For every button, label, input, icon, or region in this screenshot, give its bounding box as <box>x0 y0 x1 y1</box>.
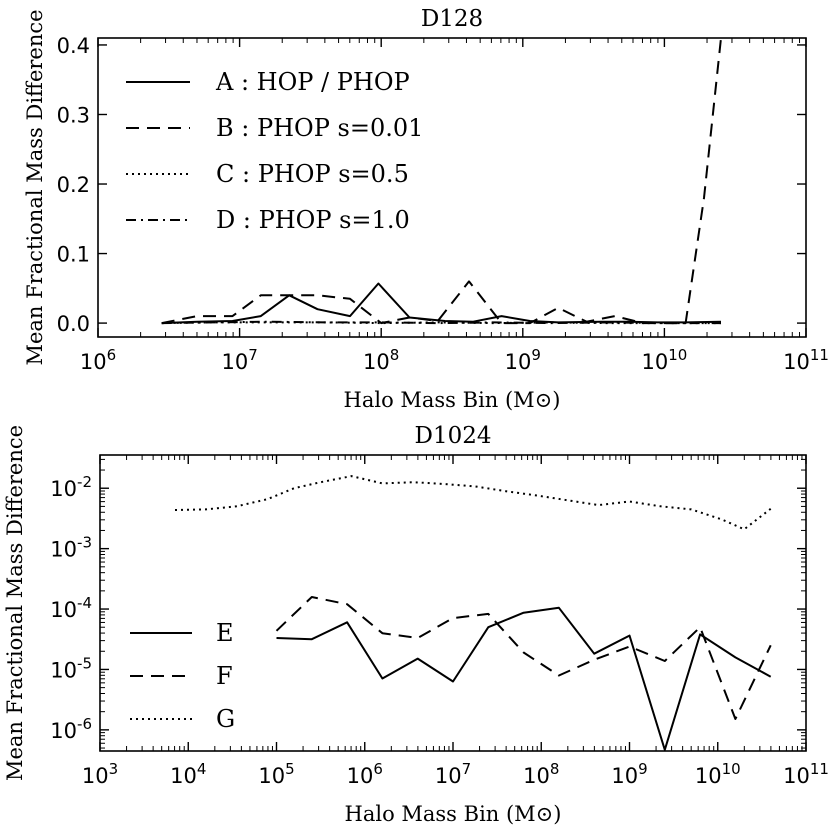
legend-label-c: C : PHOP s=0.5 <box>216 160 409 188</box>
x-tick-label: 1011 <box>783 760 829 788</box>
chart-d1024: D1024 Halo Mass Bin (M⊙) Mean Fractional M… <box>3 423 829 826</box>
tick-label-base: 10 <box>221 350 248 374</box>
x-tick-label: 105 <box>258 760 294 788</box>
tick-label-exponent: 6 <box>107 346 117 364</box>
tick-label-exponent: -2 <box>77 473 92 491</box>
series-group <box>174 475 772 751</box>
x-tick-label: 109 <box>505 346 541 374</box>
tick-label-base: 10 <box>363 350 390 374</box>
x-tick-label: 108 <box>363 346 399 374</box>
tick-label-base: 10 <box>50 658 77 682</box>
x-tick-label: 1010 <box>641 346 687 374</box>
tick-label-base: 10 <box>505 350 532 374</box>
legend-label-f: F <box>216 662 233 690</box>
legend-label-d: D : PHOP s=1.0 <box>216 206 410 234</box>
plot-frame <box>97 37 807 338</box>
tick-label-exponent: 4 <box>197 760 207 778</box>
y-tick-label: 0.3 <box>57 103 90 127</box>
tick-label-exponent: 11 <box>810 760 829 778</box>
tick-label-exponent: -3 <box>77 534 92 552</box>
y-axis-label: Mean Fractional Mass Difference <box>23 9 47 365</box>
tick-label-exponent: 9 <box>531 346 541 364</box>
plot-frame <box>99 454 807 752</box>
tick-label-base: 10 <box>50 598 77 622</box>
tick-label-base: 10 <box>523 764 550 788</box>
x-tick-label: 108 <box>523 760 559 788</box>
tick-label-exponent: 3 <box>109 760 119 778</box>
chart-title: D1024 <box>415 423 492 449</box>
series-line-g <box>174 475 772 531</box>
tick-label-base: 10 <box>170 764 197 788</box>
legend-label-a: A : HOP / PHOP <box>215 68 410 96</box>
y-tick-label: 0.4 <box>57 34 90 58</box>
tick-label-exponent: 10 <box>668 346 687 364</box>
y-axis-label: Mean Fractional Mass Difference <box>3 425 27 781</box>
tick-label-base: 10 <box>641 350 668 374</box>
tick-label-base: 10 <box>783 350 810 374</box>
y-tick-label: 10-6 <box>50 715 92 743</box>
tick-label-base: 10 <box>80 350 107 374</box>
tick-label-exponent: 10 <box>722 760 741 778</box>
legend: A : HOP / PHOP B : PHOP s=0.01 C : PHOP s=… <box>126 68 423 234</box>
tick-label-exponent: -6 <box>77 715 92 733</box>
y-tick-label: 0.0 <box>57 312 90 336</box>
y-tick-label: 0.1 <box>57 243 90 267</box>
x-tick-label: 109 <box>611 760 647 788</box>
tick-label-exponent: 6 <box>373 760 383 778</box>
tick-label-exponent: 11 <box>810 346 829 364</box>
tick-label-base: 10 <box>783 764 810 788</box>
x-tick-label: 1010 <box>695 760 741 788</box>
tick-label-exponent: -4 <box>77 594 92 612</box>
series-line-d <box>161 320 721 325</box>
tick-label-exponent: 8 <box>550 760 560 778</box>
tick-label-exponent: 7 <box>248 346 258 364</box>
series-line-c <box>161 321 721 325</box>
tick-label-base: 10 <box>435 764 462 788</box>
tick-label-exponent: 9 <box>638 760 648 778</box>
tick-label-base: 10 <box>50 719 77 743</box>
tick-label-exponent: -5 <box>77 654 92 672</box>
x-tick-label: 107 <box>435 760 471 788</box>
tick-label-base: 10 <box>50 538 77 562</box>
series-line-e <box>276 606 772 751</box>
x-axis-label: Halo Mass Bin (M⊙) <box>344 388 561 412</box>
y-tick-label: 10-4 <box>50 594 92 622</box>
tick-label-exponent: 7 <box>462 760 472 778</box>
tick-label-base: 10 <box>82 764 109 788</box>
tick-label-base: 10 <box>258 764 285 788</box>
tick-label-exponent: 5 <box>285 760 295 778</box>
tick-label-base: 10 <box>695 764 722 788</box>
y-tick-label: 10-3 <box>50 534 92 562</box>
tick-label-base: 10 <box>50 477 77 501</box>
legend-label-e: E <box>216 619 234 647</box>
legend-label-b: B : PHOP s=0.01 <box>216 114 423 142</box>
x-tick-label: 106 <box>80 346 116 374</box>
chart-title: D128 <box>421 6 483 32</box>
legend: EFG <box>130 619 235 733</box>
series-group <box>161 38 722 325</box>
y-tick-label: 10-5 <box>50 654 92 682</box>
x-tick-label: 1011 <box>783 346 829 374</box>
legend-label-g: G <box>216 705 235 733</box>
tick-label-exponent: 8 <box>390 346 400 364</box>
series-line-b <box>161 38 722 325</box>
x-tick-label: 107 <box>221 346 257 374</box>
tick-label-base: 10 <box>347 764 374 788</box>
x-tick-label: 104 <box>170 760 206 788</box>
tick-label-base: 10 <box>611 764 638 788</box>
x-tick-label: 103 <box>82 760 118 788</box>
chart-d128: D128 Halo Mass Bin (M⊙) Mean Fractional Ma… <box>23 6 829 412</box>
series-line-f <box>275 596 772 720</box>
y-tick-label: 0.2 <box>57 173 90 197</box>
y-tick-label: 10-2 <box>50 473 92 501</box>
x-axis-label: Halo Mass Bin (M⊙) <box>345 802 562 826</box>
x-tick-label: 106 <box>347 760 383 788</box>
